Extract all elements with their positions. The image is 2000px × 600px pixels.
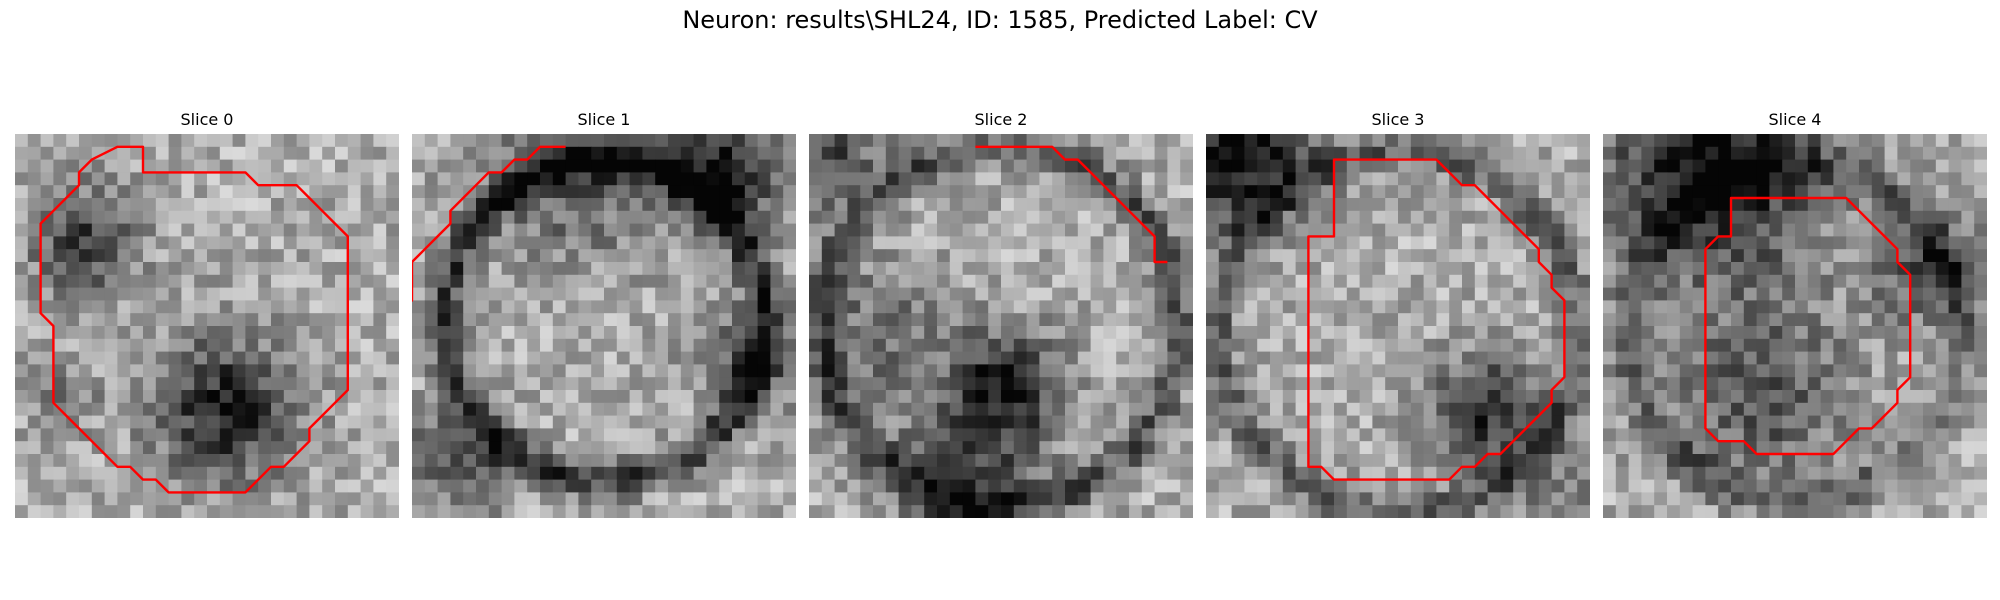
slice-title: Slice 1	[412, 108, 796, 132]
slice-canvas	[1206, 134, 1590, 518]
slice-canvas	[1603, 134, 1987, 518]
slice-image	[412, 134, 796, 518]
slice-canvas	[412, 134, 796, 518]
slice-image	[809, 134, 1193, 518]
slice-image	[1206, 134, 1590, 518]
slice-image	[15, 134, 399, 518]
slice-panel-1: Slice 1	[412, 108, 796, 132]
figure-title: Neuron: results\SHL24, ID: 1585, Predict…	[0, 6, 2000, 34]
slice-panel-4: Slice 4	[1603, 108, 1987, 132]
slice-canvas	[15, 134, 399, 518]
slice-canvas	[809, 134, 1193, 518]
slice-panel-3: Slice 3	[1206, 108, 1590, 132]
slice-title: Slice 0	[15, 108, 399, 132]
pixel-texture	[1206, 134, 1590, 518]
pixel-texture	[809, 134, 1193, 518]
slice-title: Slice 4	[1603, 108, 1987, 132]
slice-title: Slice 2	[809, 108, 1193, 132]
slice-image	[1603, 134, 1987, 518]
slice-panel-2: Slice 2	[809, 108, 1193, 132]
pixel-texture	[1603, 134, 1987, 518]
slice-title: Slice 3	[1206, 108, 1590, 132]
slice-panel-0: Slice 0	[15, 108, 399, 132]
